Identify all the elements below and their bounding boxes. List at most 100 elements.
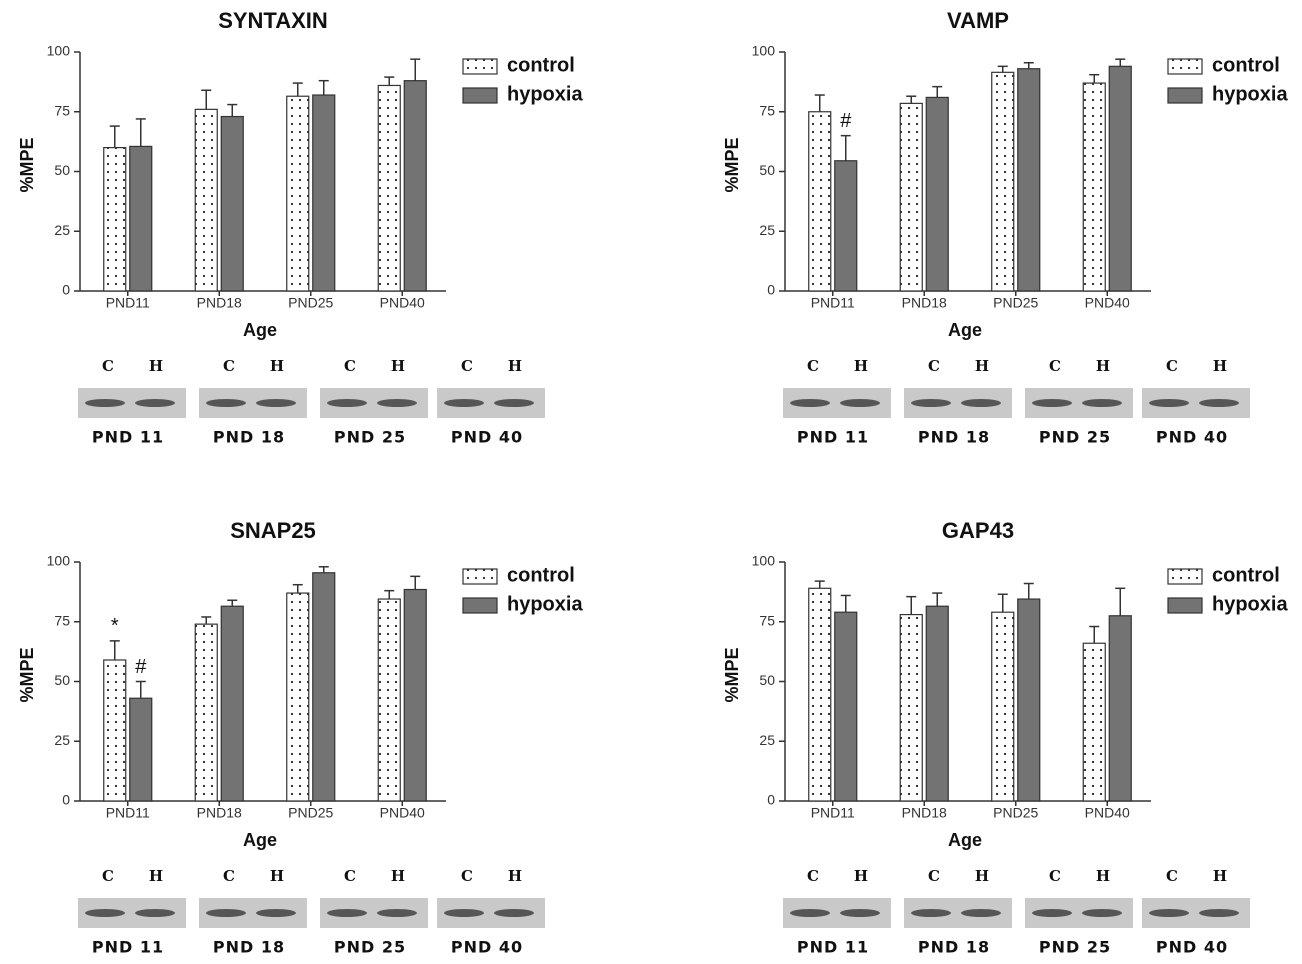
blot-band (1149, 909, 1189, 917)
x-tick-label: PND25 (993, 295, 1038, 311)
blot-lane-label: C (928, 357, 940, 375)
bar (287, 593, 309, 801)
blot-band (444, 399, 484, 407)
y-axis-label: %MPE (722, 647, 742, 702)
blot-label: PND 40 (1156, 428, 1228, 447)
legend-swatch (463, 59, 497, 74)
bar (900, 615, 922, 801)
legend-label: hypoxia (1212, 83, 1288, 105)
bar (130, 146, 152, 291)
y-tick-label: 100 (752, 553, 776, 569)
blot-label: PND 18 (213, 428, 285, 447)
blot-band (1149, 399, 1189, 407)
blot-band (1032, 909, 1072, 917)
bar (313, 573, 335, 801)
blot-band (1199, 909, 1239, 917)
blot-band (256, 909, 296, 917)
blot-label: PND 40 (1156, 938, 1228, 957)
bar (1018, 599, 1040, 801)
y-axis-label: %MPE (722, 137, 742, 192)
bar (195, 624, 217, 801)
bar (809, 112, 831, 291)
bar (378, 599, 400, 801)
blot-label: PND 18 (213, 938, 285, 957)
bar (900, 103, 922, 291)
blot-lane-label: C (344, 867, 356, 885)
x-tick-label: PND11 (106, 295, 150, 311)
blot-label: PND 40 (451, 938, 523, 957)
y-tick-label: 0 (62, 792, 70, 808)
x-tick-label: PND40 (1085, 295, 1130, 311)
bar (992, 72, 1014, 291)
chart-title: SYNTAXIN (218, 8, 328, 33)
blot-band (911, 399, 951, 407)
bar (104, 660, 126, 801)
blot-band (1199, 399, 1239, 407)
blot-label: PND 11 (92, 938, 164, 957)
y-tick-label: 100 (752, 43, 776, 59)
legend-label: hypoxia (507, 83, 583, 105)
legend-swatch (1168, 59, 1202, 74)
y-tick-label: 75 (759, 102, 775, 118)
bar (809, 588, 831, 801)
blot-lane-label: C (1166, 357, 1178, 375)
blot-label: PND 18 (918, 428, 990, 447)
chart-title: VAMP (947, 8, 1009, 33)
blot-lane-label: H (149, 357, 163, 375)
blot-band (1032, 399, 1072, 407)
x-axis-label: Age (243, 320, 277, 340)
bar (926, 606, 948, 801)
bar (926, 97, 948, 291)
x-tick-label: PND40 (380, 295, 425, 311)
blot-band (494, 399, 534, 407)
y-tick-label: 25 (54, 732, 70, 748)
blot-lane-label: H (1213, 867, 1227, 885)
bar (835, 612, 857, 801)
x-tick-label: PND25 (288, 295, 333, 311)
blot-label: PND 40 (451, 428, 523, 447)
significance-marker: * (111, 615, 119, 637)
y-tick-label: 25 (759, 222, 775, 238)
legend-swatch (1168, 569, 1202, 584)
blot-lane-label: C (807, 867, 819, 885)
bar (130, 698, 152, 801)
blot-lane-label: C (102, 357, 114, 375)
y-tick-label: 75 (759, 612, 775, 628)
blot-band (1082, 399, 1122, 407)
legend-label: hypoxia (507, 593, 583, 615)
legend-label: hypoxia (1212, 593, 1288, 615)
x-axis-label: Age (948, 320, 982, 340)
figure: SYNTAXIN%MPEAge0255075100PND11PND18PND25… (0, 0, 1302, 964)
blot-label: PND 11 (797, 938, 869, 957)
blot-lane-label: H (508, 867, 522, 885)
y-tick-label: 50 (54, 162, 70, 178)
blot-label: PND 25 (334, 938, 406, 957)
bar (221, 117, 243, 291)
legend-swatch (1168, 88, 1202, 103)
x-tick-label: PND40 (380, 805, 425, 821)
y-tick-label: 100 (47, 43, 71, 59)
blot-label: PND 25 (1039, 428, 1111, 447)
bar (404, 81, 426, 291)
bar (835, 161, 857, 291)
bar (1083, 643, 1105, 801)
x-tick-label: PND25 (288, 805, 333, 821)
y-tick-label: 50 (759, 162, 775, 178)
blot-band (840, 399, 880, 407)
y-tick-label: 75 (54, 612, 70, 628)
bar (992, 612, 1014, 801)
blot-band (961, 399, 1001, 407)
y-tick-label: 100 (47, 553, 71, 569)
blot-lane-label: C (102, 867, 114, 885)
blot-lane-label: H (1096, 867, 1110, 885)
y-tick-label: 0 (767, 282, 775, 298)
blot-band (327, 399, 367, 407)
blot-band (444, 909, 484, 917)
legend-label: control (507, 54, 575, 76)
blot-band (327, 909, 367, 917)
blot-band (790, 399, 830, 407)
x-axis-label: Age (243, 830, 277, 850)
